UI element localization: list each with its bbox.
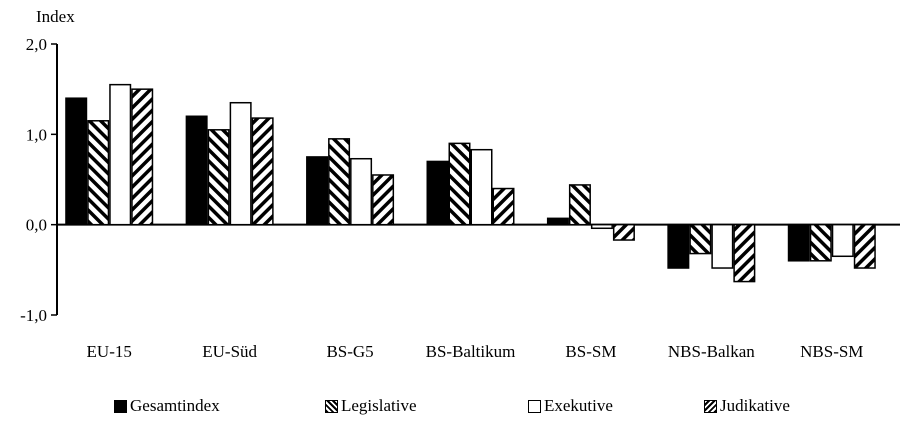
bar-gesamtindex-bs-baltikum [426, 160, 449, 226]
bar-legislative-nbs-sm [809, 223, 832, 262]
bar-judikative-bs-sm [612, 223, 635, 241]
y-tick-label: -1,0 [20, 306, 47, 325]
x-tick-label: BS-G5 [326, 342, 373, 361]
y-tick-label: 1,0 [26, 125, 47, 144]
bar-gesamtindex-bs-sm [546, 217, 569, 226]
y-tick-label: 2,0 [26, 35, 47, 54]
bar-legislative-bs-baltikum [448, 142, 471, 226]
bar-legislative-bs-sm [568, 184, 591, 226]
x-tick-label: NBS-Balkan [668, 342, 755, 361]
bar-judikative-nbs-balkan [733, 223, 756, 283]
legend: Gesamtindex Legislative Exekutive Judikativ… [0, 396, 906, 418]
bar-exekutive-bs-g5 [350, 157, 373, 226]
x-tick-labels: EU-15 EU-Süd BS-G5 BS-Baltikum BS-SM NBS-Balk… [87, 342, 864, 361]
x-tick-label: EU-Süd [202, 342, 257, 361]
legend-swatch-gesamtindex [114, 399, 127, 413]
x-tick-label: NBS-SM [800, 342, 863, 361]
legend-label: Exekutive [544, 396, 613, 415]
legend-item-gesamtindex: Gesamtindex [114, 396, 220, 416]
bars [65, 83, 876, 283]
x-tick-label: BS-SM [565, 342, 616, 361]
legend-label: Gesamtindex [130, 396, 220, 415]
bar-judikative-bs-baltikum [492, 187, 515, 226]
legend-item-legislative: Legislative [325, 396, 417, 416]
legend-item-exekutive: Exekutive [528, 396, 613, 416]
y-axis-label: Index [36, 7, 75, 26]
bar-judikative-nbs-sm [853, 223, 876, 269]
legend-item-judikative: Judikative [704, 396, 790, 416]
bar-legislative-eu-süd [207, 129, 230, 226]
bar-gesamtindex-bs-g5 [306, 156, 329, 226]
legend-swatch-legislative [325, 399, 338, 413]
bar-exekutive-eu-15 [109, 83, 132, 226]
legend-swatch-exekutive [528, 399, 541, 413]
bar-exekutive-nbs-balkan [711, 223, 734, 269]
bar-gesamtindex-nbs-balkan [667, 223, 690, 269]
bar-legislative-eu-15 [87, 120, 110, 226]
legend-label: Legislative [341, 396, 417, 415]
legend-swatch-judikative [704, 399, 717, 413]
bar-legislative-bs-g5 [328, 138, 351, 226]
bar-judikative-eu-süd [251, 117, 274, 226]
bar-exekutive-bs-baltikum [470, 148, 493, 226]
bar-exekutive-eu-süd [229, 101, 252, 226]
bar-gesamtindex-nbs-sm [787, 223, 810, 262]
bar-legislative-nbs-balkan [689, 223, 712, 255]
legend-label: Judikative [720, 396, 790, 415]
x-tick-label: EU-15 [87, 342, 132, 361]
y-ticks: 2,0 1,0 0,0 -1,0 [20, 35, 57, 325]
y-tick-label: 0,0 [26, 216, 47, 235]
bar-gesamtindex-eu-süd [185, 115, 208, 226]
bar-exekutive-nbs-sm [831, 223, 854, 258]
bar-exekutive-bs-sm [590, 223, 613, 230]
bar-gesamtindex-eu-15 [65, 97, 88, 226]
bar-judikative-bs-g5 [372, 174, 395, 226]
x-tick-label: BS-Baltikum [426, 342, 516, 361]
bar-judikative-eu-15 [131, 88, 154, 226]
